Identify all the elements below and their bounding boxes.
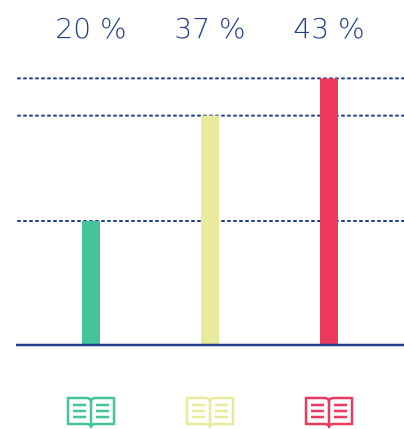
bar [201, 115, 219, 345]
value-label: 43 % [293, 12, 364, 45]
book-pages [311, 402, 347, 425]
book-icon [66, 396, 116, 429]
value-label: 37 % [174, 12, 245, 45]
book-icon [304, 396, 354, 429]
book-cover [185, 396, 235, 429]
book-pages [73, 402, 109, 425]
book-icon [185, 396, 235, 429]
book-pages [192, 402, 228, 425]
bar [320, 78, 338, 346]
bar [82, 221, 100, 345]
book-cover [304, 396, 354, 429]
value-label: 20 % [55, 12, 126, 45]
book-cover [66, 396, 116, 429]
